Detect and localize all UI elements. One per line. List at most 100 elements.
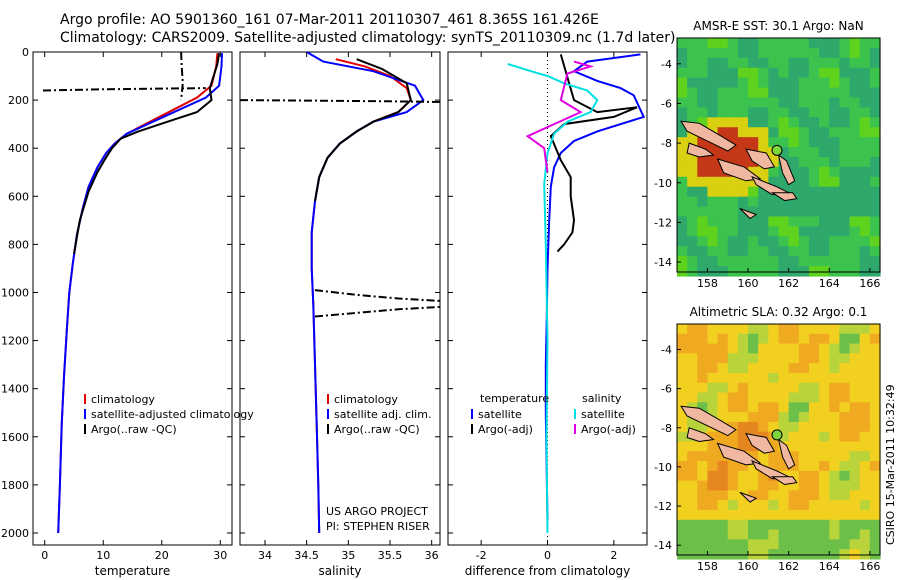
map-cell [758, 67, 769, 79]
map-cell [808, 549, 820, 560]
x-tick-label: 166 [859, 277, 880, 290]
map-cell [737, 363, 749, 374]
map-cell [829, 38, 840, 49]
map-cell [727, 490, 739, 501]
map-cell [677, 324, 688, 335]
map-cell [859, 421, 871, 433]
map-cell [697, 176, 709, 188]
map-cell [737, 324, 749, 335]
map-cell [727, 324, 739, 335]
map-cell [808, 216, 820, 227]
map-cell [798, 147, 810, 158]
legend-salinity-panel: climatology satellite adj. clim. Argo(..ra… [327, 393, 431, 436]
x-tick-label: 36 [425, 549, 439, 562]
map-cell [748, 333, 759, 345]
map-cell [748, 382, 759, 394]
map-cell [859, 324, 871, 335]
map-cell [788, 117, 800, 128]
map-cell [829, 500, 840, 511]
map-cell [727, 372, 739, 384]
map-cell [859, 266, 871, 277]
map-cell [737, 47, 749, 59]
y-tick-label: -14 [654, 539, 672, 552]
map-cell [869, 431, 881, 443]
map-cell [808, 500, 820, 511]
map-cell [798, 107, 810, 118]
map-cell [758, 196, 769, 208]
map-cell [819, 372, 830, 384]
map-cell [849, 353, 861, 364]
map-cell [839, 509, 851, 521]
map-cell [778, 372, 790, 384]
map-cell [808, 372, 820, 384]
map-cell [849, 372, 861, 384]
map-cell [849, 87, 861, 99]
map-cell [819, 176, 830, 188]
island [745, 148, 776, 170]
map-cell [748, 38, 759, 49]
map-cell [727, 256, 739, 267]
map-cell [819, 412, 830, 423]
map-cell [829, 236, 840, 247]
map-cell [788, 226, 800, 237]
map-cell [839, 77, 851, 89]
map-cell [829, 451, 840, 462]
map-cell [737, 519, 749, 531]
y-tick-label: -8 [661, 137, 672, 150]
map-cell [788, 324, 800, 335]
map-cell [859, 519, 871, 531]
map-cell [768, 539, 780, 550]
map-cell [727, 87, 739, 99]
map-cell [839, 87, 851, 99]
map-panel-2: 158 160 162 164 166 -4 -6 -8 -10 -12 -14 Altimetric… [654, 305, 881, 573]
map-cell [849, 431, 861, 443]
map-cell [798, 206, 810, 218]
map-cell [788, 470, 800, 482]
map-cell [798, 67, 810, 79]
map-cell [727, 480, 739, 491]
map-cell [839, 156, 851, 168]
x-tick-label: 164 [819, 560, 840, 573]
map-cell [869, 509, 881, 521]
map-cell [707, 67, 719, 79]
map-cell [778, 67, 790, 79]
map-cell [808, 490, 820, 501]
series-satellite-adjusted-climatology [57, 53, 223, 534]
map-cell [737, 333, 749, 345]
map-cell [819, 529, 830, 540]
map-cell [748, 216, 759, 227]
map-cell [707, 47, 719, 59]
map-cell [697, 87, 709, 99]
map-cell [829, 176, 840, 188]
map-cell [677, 353, 688, 364]
map-cell [677, 147, 688, 158]
map-cell [808, 333, 820, 345]
map-cell [748, 186, 759, 198]
map-cell [748, 127, 759, 138]
map-cell [798, 186, 810, 198]
map-cell [808, 343, 820, 354]
map-cell [697, 38, 709, 49]
map-cell [798, 226, 810, 237]
map-cell [869, 529, 881, 540]
x-tick-label: 35 [341, 549, 355, 562]
map-cell [839, 97, 851, 109]
series-argo-adj- [549, 54, 638, 253]
map-cell [849, 256, 861, 267]
map-cell [677, 47, 688, 59]
map-cell [727, 461, 739, 472]
map-cell [829, 137, 840, 148]
map-cell [697, 256, 709, 267]
map-cell [748, 470, 759, 482]
map-cell [758, 529, 769, 540]
map-cell [758, 519, 769, 531]
map-cell [829, 519, 840, 531]
map-cell [677, 166, 688, 178]
map-cell [717, 226, 729, 237]
map-cell [687, 539, 698, 550]
map-cell [758, 372, 769, 384]
map-cell [829, 402, 840, 413]
map-cell [869, 57, 881, 69]
legend-label: satellite adj. clim. [334, 408, 431, 421]
map-cell [717, 431, 729, 443]
